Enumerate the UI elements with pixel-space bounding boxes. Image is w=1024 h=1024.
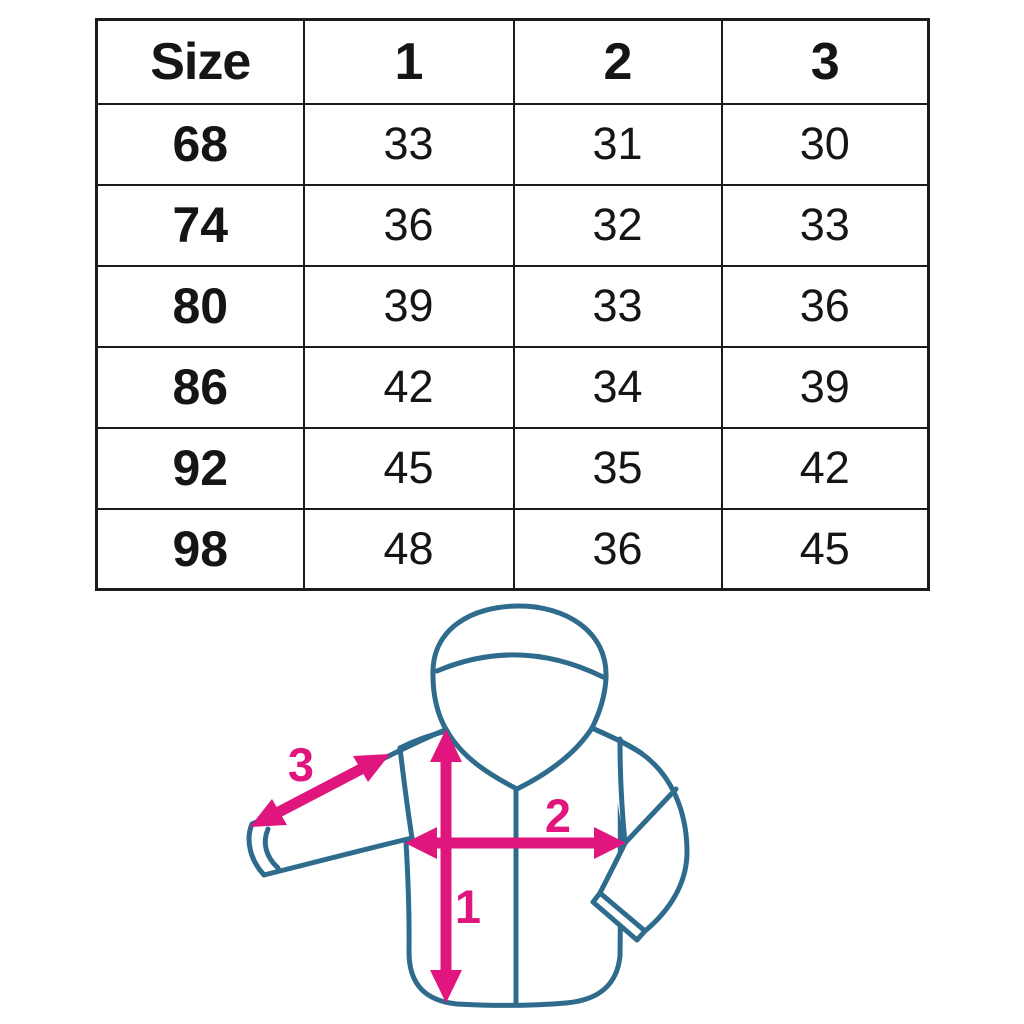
measurement-cell: 39 <box>302 264 515 348</box>
size-cell: 80 <box>95 264 305 348</box>
measurement-cell: 36 <box>302 183 515 267</box>
measurement-cell: 45 <box>302 426 515 510</box>
table-row: 68 33 31 30 <box>95 102 930 186</box>
right-shoulder-line <box>589 725 644 756</box>
jacket-outline <box>246 603 690 1008</box>
measurement-labels: 1 2 3 <box>288 738 571 933</box>
size-cell: 98 <box>95 507 305 591</box>
table-row: 80 39 33 36 <box>95 264 930 348</box>
measurement-cell: 35 <box>512 426 723 510</box>
arrow-length-head-bottom <box>430 970 462 1003</box>
header-row: Size 1 2 3 <box>95 18 930 105</box>
column-header-3: 3 <box>720 18 930 105</box>
table-row: 74 36 32 33 <box>95 183 930 267</box>
measurement-cell: 30 <box>720 102 930 186</box>
column-header-size: Size <box>95 18 305 105</box>
body-right-edge <box>617 739 628 846</box>
label-sleeve: 3 <box>288 738 314 791</box>
hood-brim-line <box>434 652 606 680</box>
measurement-cell: 39 <box>720 345 930 429</box>
size-cell: 92 <box>95 426 305 510</box>
hood-outline <box>430 603 609 792</box>
column-header-1: 1 <box>302 18 515 105</box>
arrow-sleeve-line <box>272 762 368 819</box>
right-sleeve-elbow-seam <box>622 786 679 846</box>
body-left-edge <box>397 745 415 841</box>
column-header-2: 2 <box>512 18 723 105</box>
arrow-sleeve-head-lower <box>250 799 287 827</box>
measurement-cell: 36 <box>512 507 723 591</box>
left-sleeve-bottom-edge <box>261 835 415 878</box>
right-sleeve-inner-edge <box>597 840 628 896</box>
table-row: 98 48 36 45 <box>95 507 930 591</box>
left-shoulder-line <box>397 728 450 751</box>
measurement-cell: 45 <box>720 507 930 591</box>
left-cuff-outer <box>246 821 267 878</box>
measurement-cell: 32 <box>512 183 723 267</box>
measurement-cell: 34 <box>512 345 723 429</box>
table-row: 92 45 35 42 <box>95 426 930 510</box>
size-cell: 74 <box>95 183 305 267</box>
measurement-cell: 33 <box>302 102 515 186</box>
measurement-cell: 42 <box>720 426 930 510</box>
label-length: 1 <box>455 880 481 933</box>
label-width: 2 <box>545 789 571 842</box>
arrow-sleeve-head-upper <box>353 754 390 782</box>
measurement-cell: 48 <box>302 507 515 591</box>
size-cell: 86 <box>95 345 305 429</box>
measurement-cell: 36 <box>720 264 930 348</box>
size-chart-table: Size 1 2 3 68 33 31 30 74 36 32 33 80 39 <box>95 18 930 591</box>
measurement-cell: 42 <box>302 345 515 429</box>
jacket-measurement-diagram: 1 2 3 <box>246 603 690 1008</box>
table-row: 86 42 34 39 <box>95 345 930 429</box>
arrow-width-head-left <box>405 827 437 859</box>
right-cuff-band <box>590 890 648 943</box>
size-cell: 68 <box>95 102 305 186</box>
measurement-cell: 33 <box>512 264 723 348</box>
measurement-arrows <box>250 729 626 1003</box>
arrow-width-head-right <box>594 827 626 859</box>
arrow-length-head-top <box>430 729 462 762</box>
measurement-cell: 31 <box>512 102 723 186</box>
measurement-cell: 33 <box>720 183 930 267</box>
left-cuff-band-line <box>262 826 281 871</box>
